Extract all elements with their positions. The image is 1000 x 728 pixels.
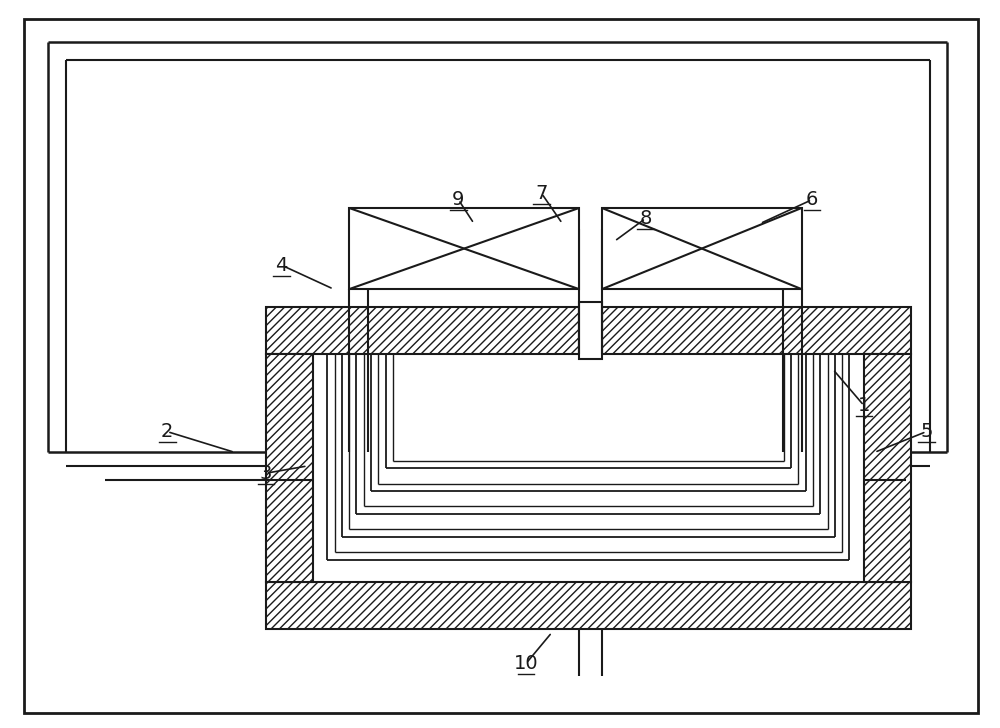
Text: 10: 10 (514, 654, 538, 673)
Text: 7: 7 (535, 184, 548, 203)
Bar (313, 354, 864, 582)
Text: 6: 6 (806, 190, 818, 209)
Text: 1: 1 (858, 396, 870, 415)
Text: 4: 4 (275, 256, 288, 274)
Text: 3: 3 (260, 464, 272, 483)
Bar (602, 306, 911, 354)
Bar (579, 301, 602, 359)
Text: 2: 2 (161, 422, 173, 441)
Bar (266, 354, 313, 582)
Text: 5: 5 (920, 422, 933, 441)
Bar (349, 208, 579, 289)
Bar (266, 306, 579, 354)
Text: 9: 9 (452, 190, 465, 209)
Bar (266, 582, 911, 629)
Bar (864, 354, 911, 582)
Bar (602, 208, 802, 289)
Text: 8: 8 (639, 209, 652, 228)
